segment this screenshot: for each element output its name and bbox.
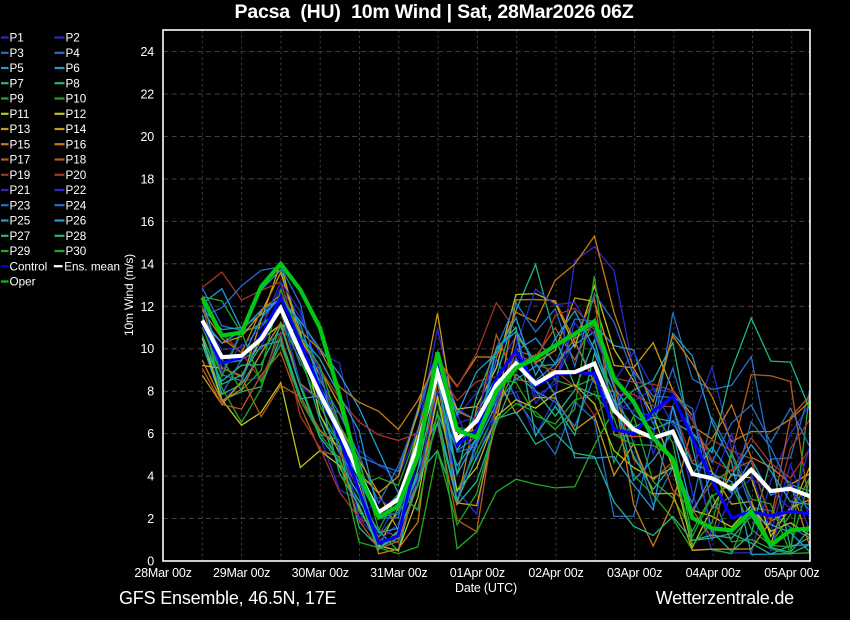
svg-text:28Mar 00z: 28Mar 00z xyxy=(134,566,191,580)
svg-text:Date (UTC): Date (UTC) xyxy=(455,581,517,595)
svg-text:10: 10 xyxy=(140,342,154,356)
svg-text:P16: P16 xyxy=(66,138,87,151)
svg-text:03Apr 00z: 03Apr 00z xyxy=(607,566,662,580)
svg-text:P8: P8 xyxy=(66,78,80,91)
svg-text:04Apr 00z: 04Apr 00z xyxy=(686,566,741,580)
svg-text:29Mar 00z: 29Mar 00z xyxy=(213,566,270,580)
svg-text:14: 14 xyxy=(140,257,154,271)
svg-text:P28: P28 xyxy=(66,230,87,243)
svg-text:18: 18 xyxy=(140,172,154,186)
svg-text:P12: P12 xyxy=(66,108,87,121)
svg-text:P27: P27 xyxy=(10,230,31,243)
svg-text:P18: P18 xyxy=(66,154,87,167)
svg-text:P11: P11 xyxy=(10,108,30,121)
svg-text:31Mar 00z: 31Mar 00z xyxy=(370,566,427,580)
svg-text:8: 8 xyxy=(147,385,154,399)
svg-text:22: 22 xyxy=(140,88,154,102)
svg-text:P15: P15 xyxy=(10,138,31,151)
svg-text:16: 16 xyxy=(140,215,154,229)
svg-text:20: 20 xyxy=(140,130,154,144)
svg-text:P1: P1 xyxy=(10,32,24,45)
svg-text:10m Wind (m/s): 10m Wind (m/s) xyxy=(122,254,136,336)
svg-text:P13: P13 xyxy=(10,123,31,136)
svg-text:P3: P3 xyxy=(10,47,24,60)
svg-text:P14: P14 xyxy=(66,123,87,136)
svg-text:P25: P25 xyxy=(10,215,31,228)
svg-text:P21: P21 xyxy=(10,184,31,197)
svg-text:P24: P24 xyxy=(66,199,87,212)
svg-text:P17: P17 xyxy=(10,154,31,167)
svg-text:P4: P4 xyxy=(66,47,81,60)
svg-text:P2: P2 xyxy=(66,32,80,45)
svg-text:P23: P23 xyxy=(10,199,31,212)
svg-text:GFS Ensemble, 46.5N, 17E: GFS Ensemble, 46.5N, 17E xyxy=(119,588,337,608)
svg-text:Pacsa (HU) 10m Wind | Sat, 2: Pacsa (HU) 10m Wind | Sat, 28Mar2026 06Z xyxy=(235,1,634,23)
svg-text:P6: P6 xyxy=(66,62,80,75)
svg-text:Wetterzentrale.de: Wetterzentrale.de xyxy=(656,588,795,608)
svg-text:0: 0 xyxy=(147,555,154,569)
svg-text:24: 24 xyxy=(140,45,154,59)
svg-text:Ens. mean: Ens. mean xyxy=(64,260,120,273)
svg-text:P19: P19 xyxy=(10,169,31,182)
svg-text:P29: P29 xyxy=(10,245,31,258)
svg-text:Control: Control xyxy=(10,260,48,273)
svg-text:P7: P7 xyxy=(10,78,24,91)
svg-text:30Mar 00z: 30Mar 00z xyxy=(292,566,349,580)
svg-text:P5: P5 xyxy=(10,62,25,75)
svg-text:Oper: Oper xyxy=(10,276,36,289)
svg-text:P9: P9 xyxy=(10,93,24,106)
svg-text:P22: P22 xyxy=(66,184,87,197)
svg-text:P10: P10 xyxy=(66,93,87,106)
svg-text:2: 2 xyxy=(147,512,154,526)
svg-text:4: 4 xyxy=(147,470,154,484)
svg-text:P20: P20 xyxy=(66,169,87,182)
svg-text:6: 6 xyxy=(147,427,154,441)
svg-text:P26: P26 xyxy=(66,215,87,228)
svg-text:05Apr 00z: 05Apr 00z xyxy=(764,566,819,580)
svg-text:P30: P30 xyxy=(66,245,87,258)
svg-text:01Apr 00z: 01Apr 00z xyxy=(450,566,505,580)
svg-text:12: 12 xyxy=(140,300,154,314)
svg-text:02Apr 00z: 02Apr 00z xyxy=(528,566,583,580)
